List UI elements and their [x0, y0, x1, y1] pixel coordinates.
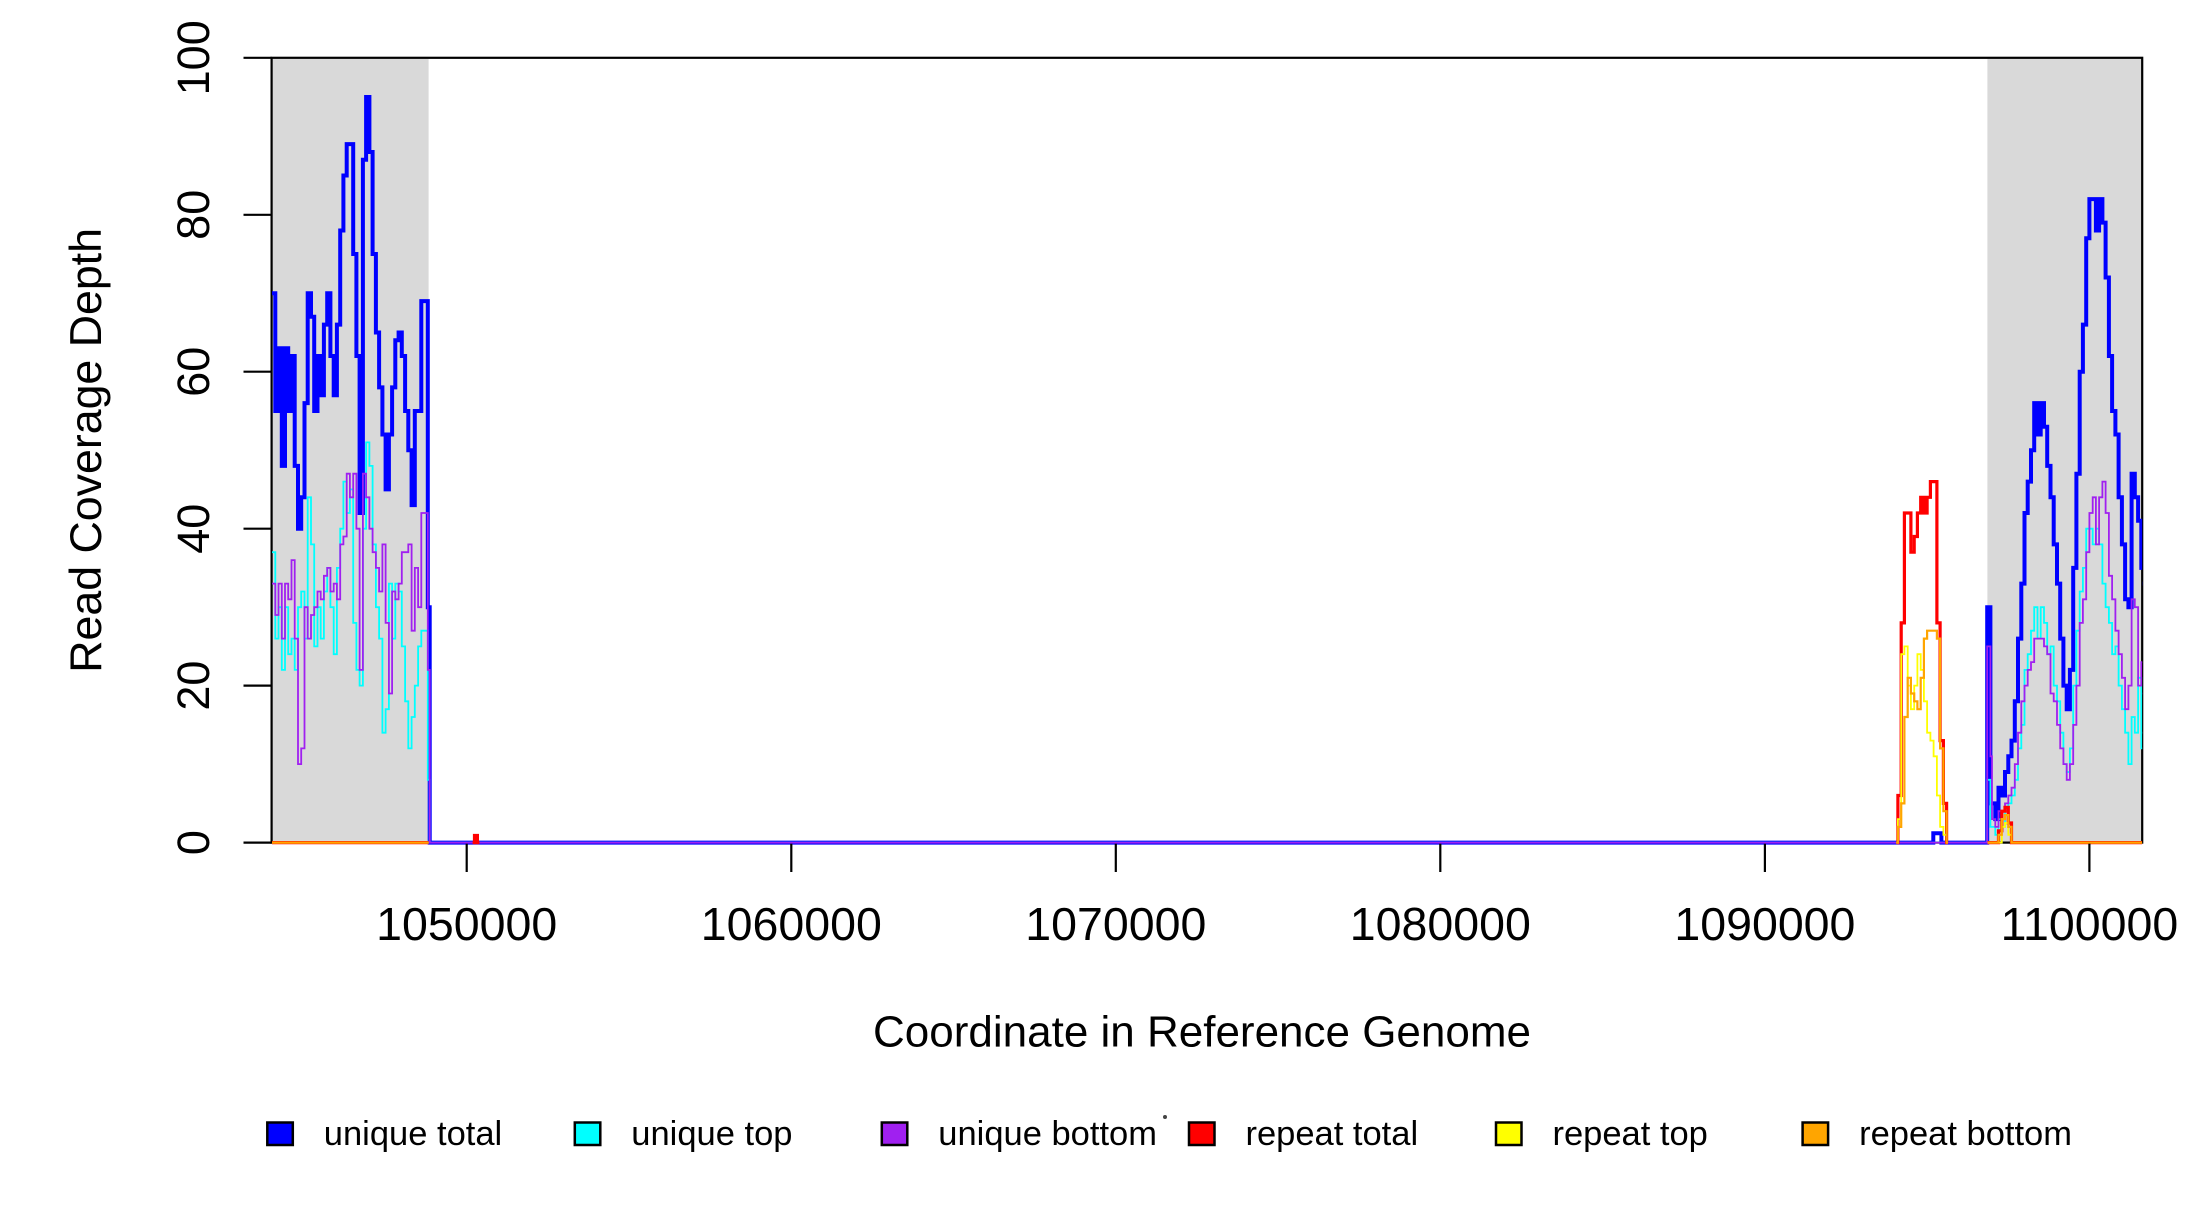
svg-text:80: 80 [168, 190, 219, 240]
svg-text:100: 100 [168, 20, 219, 95]
svg-text:repeat top: repeat top [1553, 1115, 1708, 1153]
svg-text:0: 0 [168, 830, 219, 855]
svg-text:repeat bottom: repeat bottom [1859, 1115, 2072, 1153]
svg-text:unique bottom: unique bottom [938, 1115, 1157, 1153]
svg-text:40: 40 [168, 504, 219, 554]
svg-text:60: 60 [168, 347, 219, 397]
svg-text:20: 20 [168, 661, 219, 711]
svg-text:1070000: 1070000 [1025, 898, 1206, 950]
svg-text:1080000: 1080000 [1350, 898, 1531, 950]
svg-text:Read Coverage Depth: Read Coverage Depth [62, 228, 111, 673]
svg-text:unique top: unique top [631, 1115, 792, 1153]
svg-text:Coordinate in Reference Genome: Coordinate in Reference Genome [873, 1007, 1531, 1056]
svg-text:1100000: 1100000 [2001, 898, 2179, 950]
svg-text:1060000: 1060000 [701, 898, 882, 950]
svg-text:unique total: unique total [324, 1115, 502, 1153]
svg-text:1050000: 1050000 [376, 898, 557, 950]
svg-text:1090000: 1090000 [1674, 898, 1855, 950]
svg-text:repeat total: repeat total [1246, 1115, 1419, 1153]
